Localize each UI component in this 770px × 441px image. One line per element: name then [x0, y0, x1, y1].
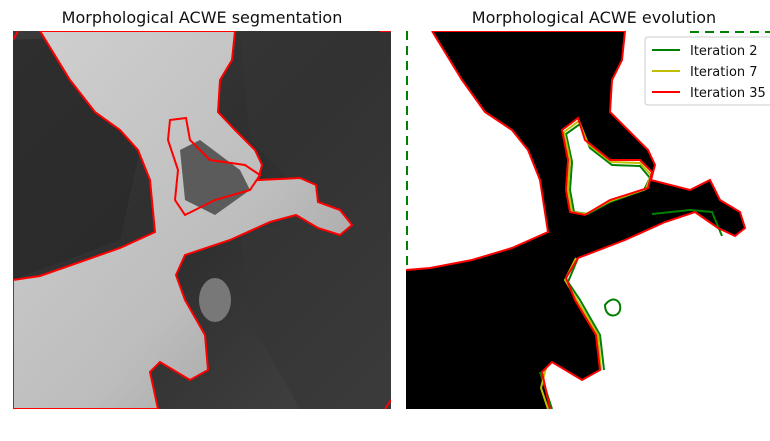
photo-shadow-right [240, 31, 391, 409]
segmentation-contour-edges [13, 31, 391, 409]
legend: Iteration 2 Iteration 7 Iteration 35 [644, 36, 770, 106]
mask-hole [562, 118, 652, 215]
finger-gap [180, 140, 250, 215]
right-panel-title: Morphological ACWE evolution [472, 8, 716, 27]
iteration-2-edge-contour [406, 31, 770, 268]
legend-label-iteration-2: Iteration 2 [690, 44, 758, 59]
left-panel-title: Morphological ACWE segmentation [62, 8, 343, 27]
mask-region [406, 31, 745, 409]
segmentation-contour-inner [166, 116, 262, 217]
legend-box [644, 36, 770, 106]
iteration-35-contour [406, 31, 747, 409]
segmentation-contour [13, 31, 354, 409]
evolution-image [406, 31, 770, 409]
hand-region [13, 31, 352, 409]
knuckle-shade [199, 278, 231, 322]
legend-label-iteration-35: Iteration 35 [690, 86, 766, 101]
segmentation-image [13, 31, 391, 409]
legend-label-iteration-7: Iteration 7 [690, 65, 758, 80]
